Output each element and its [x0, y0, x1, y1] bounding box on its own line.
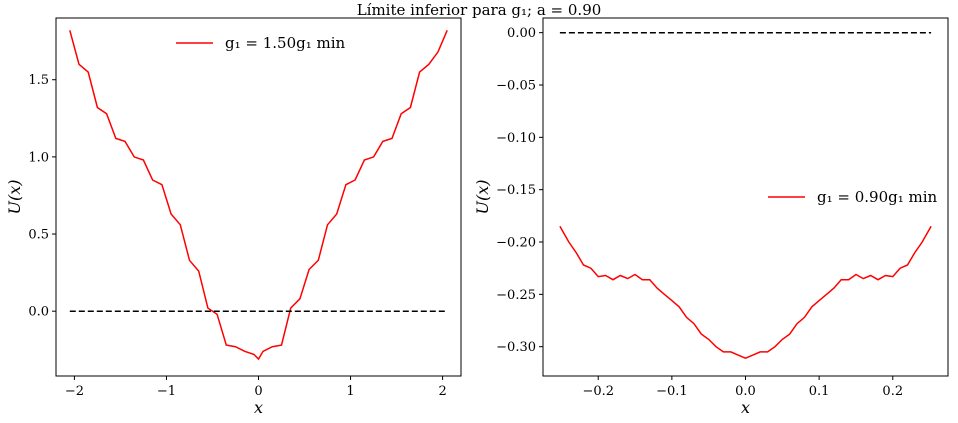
panel-1-series-line: [69, 30, 448, 361]
panel-2-xtick-label: −0.2: [582, 384, 614, 399]
panel-1-axes-frame: [55, 17, 462, 377]
figure-title: Límite inferior para g₁; a = 0.90: [356, 1, 602, 19]
panel-2-xtick-label: −0.1: [656, 384, 688, 399]
panel-2-xtick-label: 0.0: [735, 384, 756, 399]
panel-1-ytick-label: 0.5: [28, 228, 49, 243]
panel-2-xtick-label: 0.2: [882, 384, 903, 399]
panel-1-ytick-label: 1.5: [28, 73, 49, 88]
panel-1-ytick-label: 1.0: [28, 150, 49, 165]
panel-2-ytick-label: −0.05: [496, 78, 536, 93]
panel-1-xtick-label: −2: [65, 384, 84, 399]
panel-2-xtick-label: 0.1: [809, 384, 830, 399]
panel-2-ytick-label: −0.15: [496, 183, 536, 198]
panel-2-ytick-label: −0.25: [496, 288, 536, 303]
panel-2-legend-label: g₁ = 0.90g₁ min: [817, 188, 938, 206]
panel-1-ytick-label: 0.0: [28, 305, 49, 320]
panel-1-xtick-label: 2: [438, 384, 446, 399]
panel-2-ytick-label: −0.30: [496, 340, 536, 355]
panel-1-xtick-label: −1: [157, 384, 176, 399]
panel-1-xtick-label: 0: [254, 384, 262, 399]
panel-1-legend-label: g₁ = 1.50g₁ min: [225, 34, 346, 52]
panel-2-ylabel: U(x): [473, 180, 492, 215]
panel-2-ytick-label: −0.20: [496, 236, 536, 251]
panel-2-xlabel: x: [741, 398, 750, 417]
panel-1-ylabel: U(x): [5, 180, 24, 215]
panel-1-xtick-label: 1: [346, 384, 354, 399]
panel-2-ytick-label: 0.00: [507, 26, 536, 41]
panel-2-series-line: [559, 225, 932, 360]
panel-1-xlabel: x: [254, 398, 263, 417]
panel-2-ytick-label: −0.10: [496, 131, 536, 146]
